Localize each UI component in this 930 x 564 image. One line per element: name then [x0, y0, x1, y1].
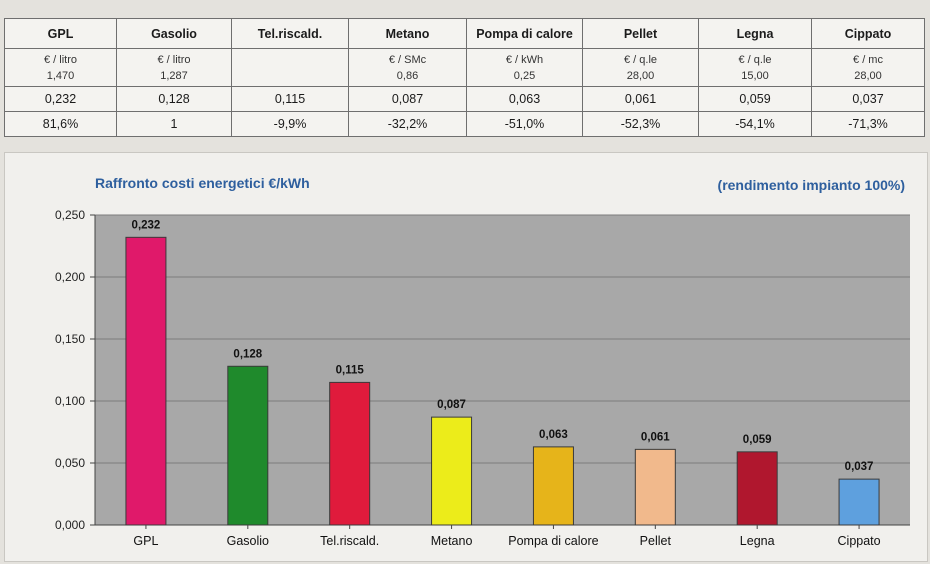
plot-area: [95, 215, 910, 525]
x-tick-label: Tel.riscald.: [320, 534, 379, 548]
bar-gasolio: [227, 365, 269, 526]
x-tick-label: Metano: [431, 534, 473, 548]
header-pompa-di-calore: Pompa di calore: [466, 18, 583, 49]
data-label: 0,128: [233, 348, 262, 360]
percent-cell: -54,1%: [698, 111, 812, 137]
chart-panel: Raffronto costi energetici €/kWh (rendim…: [4, 152, 928, 562]
unit-price: 1,287: [160, 69, 188, 82]
x-tick-label: Pellet: [640, 534, 672, 548]
header-cippato: Cippato: [811, 18, 925, 49]
cost-per-kwh-cell: 0,128: [116, 86, 232, 112]
unit-price: 0,25: [513, 69, 536, 82]
table-header-row: GPL Gasolio Tel.riscald. Metano Pompa di…: [4, 18, 925, 49]
table-percent-row: 81,6% 1 -9,9% -32,2% -51,0% -52,3% -54,1…: [4, 111, 925, 137]
unit-price: 28,00: [854, 69, 882, 82]
percent-cell: -9,9%: [231, 111, 349, 137]
data-label: 0,061: [641, 431, 670, 443]
data-label: 0,087: [437, 399, 466, 411]
cost-per-kwh-cell: 0,232: [4, 86, 117, 112]
x-tick-label: GPL: [133, 534, 158, 548]
header-gasolio: Gasolio: [116, 18, 232, 49]
y-tick-label: 0,150: [55, 332, 85, 346]
unit-price-cell: € / mc 28,00: [811, 48, 925, 87]
unit-label: € / kWh: [505, 53, 544, 66]
data-label: 0,037: [845, 461, 874, 473]
unit-price-cell: € / kWh 0,25: [466, 48, 583, 87]
unit-label: € / q.le: [623, 53, 658, 66]
cost-per-kwh-cell: 0,115: [231, 86, 349, 112]
unit-price-cell: € / q.le 15,00: [698, 48, 812, 87]
data-label: 0,232: [132, 219, 161, 231]
table-cost-per-kwh-row: 0,232 0,128 0,115 0,087 0,063 0,061 0,05…: [4, 86, 925, 112]
cost-per-kwh-cell: 0,063: [466, 86, 583, 112]
percent-cell: 1: [116, 111, 232, 137]
unit-label: € / SMc: [388, 53, 427, 66]
unit-price-cell: € / q.le 28,00: [582, 48, 699, 87]
unit-price: 1,470: [46, 69, 75, 82]
bar-gpl: [125, 236, 167, 526]
percent-cell: -71,3%: [811, 111, 925, 137]
unit-price: 15,00: [741, 69, 769, 82]
bar-chart: 0,000 0,050 0,100 0,150 0,200 0,250 0,232 GPL 0,…: [55, 208, 910, 548]
unit-label: € / litro: [157, 53, 191, 66]
data-label: 0,063: [539, 429, 568, 441]
cost-per-kwh-cell: 0,059: [698, 86, 812, 112]
unit-label: € / q.le: [738, 53, 772, 66]
chart-title: Raffronto costi energetici €/kWh: [95, 175, 310, 191]
bar-pompa-di-calore: [532, 446, 574, 526]
percent-cell: -32,2%: [348, 111, 467, 137]
bar-legna: [736, 451, 778, 526]
unit-price: 28,00: [626, 69, 655, 82]
unit-label: € / litro: [43, 53, 77, 66]
x-tick-label: Pompa di calore: [508, 534, 598, 548]
header-gpl: GPL: [4, 18, 117, 49]
data-label: 0,115: [336, 364, 365, 376]
x-tick-label: Legna: [740, 534, 775, 548]
unit-price-cell: € / litro 1,287: [116, 48, 232, 87]
bar-cippato: [838, 478, 880, 526]
data-label: 0,059: [743, 434, 772, 446]
header-pellet: Pellet: [582, 18, 699, 49]
percent-cell: -52,3%: [582, 111, 699, 137]
cost-per-kwh-cell: 0,037: [811, 86, 925, 112]
x-tick-label: Cippato: [838, 534, 881, 548]
y-tick-label: 0,000: [55, 518, 85, 532]
cost-per-kwh-cell: 0,061: [582, 86, 699, 112]
energy-cost-table: GPL Gasolio Tel.riscald. Metano Pompa di…: [4, 18, 925, 137]
bar-tel-riscald: [329, 381, 371, 526]
bar-metano: [431, 416, 473, 526]
unit-price-cell: € / SMc 0,86: [348, 48, 467, 87]
y-tick-label: 0,200: [55, 270, 85, 284]
unit-price-cell: € / litro 1,470: [4, 48, 117, 87]
header-tel-riscald: Tel.riscald.: [231, 18, 349, 49]
unit-price-cell: [231, 48, 349, 87]
x-tick-label: Gasolio: [227, 534, 269, 548]
y-tick-label: 0,250: [55, 208, 85, 222]
cost-per-kwh-cell: 0,087: [348, 86, 467, 112]
y-tick-label: 0,050: [55, 456, 85, 470]
unit-label: € / mc: [853, 53, 883, 66]
table-unit-price-row: € / litro 1,470 € / litro 1,287 € / SMc 0,8…: [4, 48, 925, 87]
y-tick-label: 0,100: [55, 394, 85, 408]
chart-subtitle: (rendimento impianto 100%): [717, 177, 905, 193]
header-metano: Metano: [348, 18, 467, 49]
percent-cell: -51,0%: [466, 111, 583, 137]
header-legna: Legna: [698, 18, 812, 49]
bar-pellet: [634, 448, 676, 526]
percent-cell: 81,6%: [4, 111, 117, 137]
unit-price: 0,86: [396, 69, 419, 82]
